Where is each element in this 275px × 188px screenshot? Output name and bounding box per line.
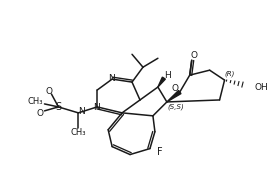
Text: CH₃: CH₃	[28, 97, 43, 106]
Text: O: O	[46, 86, 53, 96]
Polygon shape	[158, 77, 165, 87]
Text: (S,S): (S,S)	[167, 104, 184, 110]
Text: CH₃: CH₃	[71, 128, 86, 137]
Text: (R): (R)	[224, 71, 235, 77]
Text: S: S	[55, 102, 62, 112]
Text: O: O	[190, 51, 197, 60]
Text: H: H	[164, 71, 171, 80]
Text: N: N	[93, 103, 100, 112]
Text: N: N	[108, 74, 114, 83]
Text: O: O	[171, 83, 178, 92]
Text: N: N	[78, 107, 85, 116]
Text: OH: OH	[254, 83, 268, 92]
Polygon shape	[167, 90, 181, 102]
Text: F: F	[157, 147, 163, 157]
Text: O: O	[37, 109, 44, 118]
